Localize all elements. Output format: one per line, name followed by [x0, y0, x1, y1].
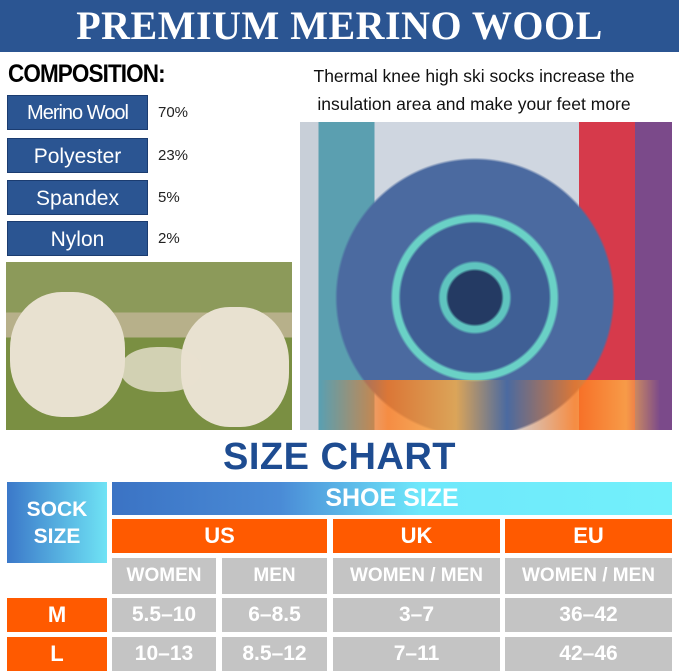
- sub-header: WOMEN / MEN: [333, 558, 500, 594]
- region-eu: EU: [505, 519, 672, 553]
- sub-header: MEN: [222, 558, 327, 594]
- size-cell: 10–13: [112, 637, 216, 671]
- sheep: [121, 347, 201, 392]
- size-cell: 36–42: [505, 598, 672, 632]
- composition-label: Polyester: [7, 138, 148, 173]
- composition-percent: 70%: [158, 104, 189, 121]
- size-cell: 42–46: [505, 637, 672, 671]
- composition-percent: 5%: [158, 189, 180, 206]
- sock-size-header: SOCK SIZE: [7, 482, 107, 563]
- size-cell: 8.5–12: [222, 637, 327, 671]
- size-cell: 6–8.5: [222, 598, 327, 632]
- rolled-sock-photo: [300, 122, 672, 430]
- shoe-size-header: SHOE SIZE: [112, 482, 672, 515]
- size-chart-title: SIZE CHART: [223, 436, 456, 478]
- composition-label: Nylon: [7, 221, 148, 256]
- page-title: PREMIUM MERINO WOOL: [0, 0, 679, 52]
- sock-size-m: M: [7, 598, 107, 632]
- size-cell: 7–11: [333, 637, 500, 671]
- composition-percent: 2%: [158, 230, 180, 247]
- size-cell: 3–7: [333, 598, 500, 632]
- flame-graphic: [320, 380, 660, 430]
- sheep-photo: [6, 262, 292, 430]
- composition-label: Merino Wool: [7, 95, 148, 130]
- composition-percent: 23%: [158, 147, 189, 164]
- region-us: US: [112, 519, 327, 553]
- size-cell: 5.5–10: [112, 598, 216, 632]
- sub-header: WOMEN: [112, 558, 216, 594]
- sheep: [10, 292, 125, 417]
- sub-header: WOMEN / MEN: [505, 558, 672, 594]
- region-uk: UK: [333, 519, 500, 553]
- composition-label: Spandex: [7, 180, 148, 215]
- composition-heading: COMPOSITION:: [8, 60, 166, 88]
- sock-size-l: L: [7, 637, 107, 671]
